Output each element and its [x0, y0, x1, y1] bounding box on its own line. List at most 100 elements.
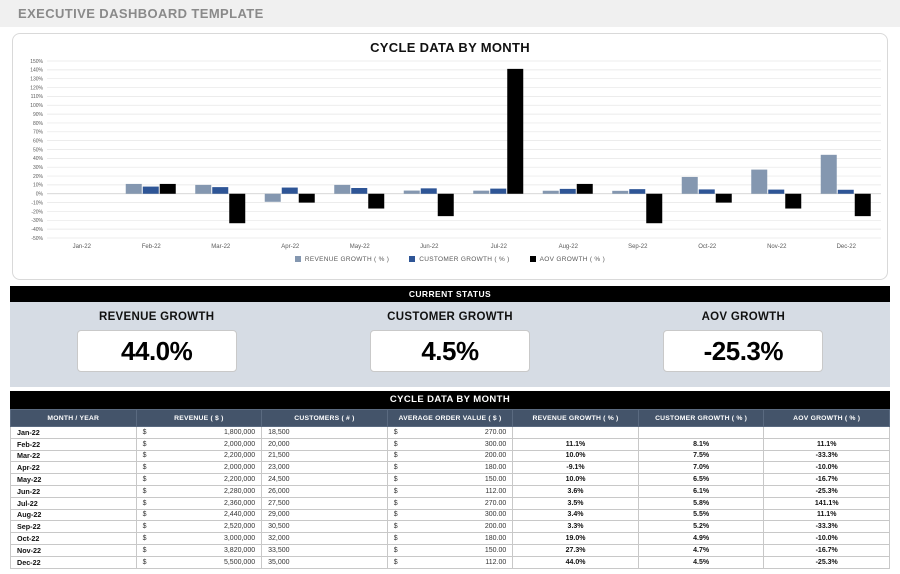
customers-cell[interactable]: 23,000 [261, 461, 388, 475]
customers-cell[interactable]: 32,000 [261, 532, 388, 545]
customers-cell[interactable]: 26,000 [261, 484, 388, 498]
revenue-cell[interactable]: $2,440,000 [135, 508, 263, 522]
bar-aug-22[interactable] [542, 190, 559, 194]
bar-jul-22[interactable] [507, 68, 524, 194]
customer-growth-cell[interactable]: 4.5% [637, 555, 765, 569]
revenue-growth-cell[interactable]: 3.6% [512, 484, 639, 498]
revenue-cell[interactable]: $2,000,000 [135, 437, 263, 451]
revenue-growth-cell[interactable]: 10.0% [512, 449, 639, 463]
revenue-growth-cell[interactable]: -9.1% [512, 461, 639, 475]
bar-jul-22[interactable] [490, 188, 507, 194]
aov-growth-cell[interactable]: -25.3% [763, 484, 890, 498]
customer-growth-cell[interactable]: 4.9% [637, 532, 765, 545]
bar-nov-22[interactable] [768, 189, 785, 194]
aov-cell[interactable]: $200.00 [386, 449, 514, 463]
revenue-growth-cell[interactable]: 19.0% [512, 532, 639, 545]
customer-growth-cell[interactable]: 5.2% [637, 520, 765, 534]
month-cell[interactable]: May-22 [10, 473, 137, 486]
aov-cell[interactable]: $112.00 [386, 555, 514, 569]
bar-oct-22[interactable] [715, 193, 732, 203]
revenue-cell[interactable]: $2,000,000 [135, 461, 263, 475]
aov-growth-cell[interactable]: -25.3% [763, 555, 890, 569]
column-header[interactable]: REVENUE GROWTH ( % ) [512, 409, 639, 427]
revenue-growth-cell[interactable]: 3.4% [512, 508, 639, 522]
bar-aug-22[interactable] [576, 183, 593, 194]
customers-cell[interactable]: 18,500 [261, 426, 388, 439]
customer-growth-cell[interactable]: 7.5% [637, 449, 765, 463]
aov-growth-cell[interactable]: 11.1% [763, 437, 890, 451]
bar-dec-22[interactable] [820, 154, 837, 194]
customer-growth-cell[interactable]: 5.5% [637, 508, 765, 522]
aov-cell[interactable]: $270.00 [386, 426, 514, 439]
bar-dec-22[interactable] [837, 189, 854, 194]
bar-jun-22[interactable] [403, 190, 420, 194]
bar-feb-22[interactable] [159, 183, 176, 194]
revenue-growth-cell[interactable]: 44.0% [512, 555, 639, 569]
bar-feb-22[interactable] [125, 183, 142, 194]
revenue-cell[interactable]: $2,360,000 [135, 496, 263, 510]
aov-cell[interactable]: $180.00 [386, 461, 514, 475]
aov-cell[interactable]: $112.00 [386, 484, 514, 498]
month-cell[interactable]: Jul-22 [10, 496, 137, 510]
aov-cell[interactable]: $270.00 [386, 496, 514, 510]
kpi-value-box[interactable]: 4.5% [369, 330, 530, 372]
bar-apr-22[interactable] [281, 187, 298, 194]
customers-cell[interactable]: 29,000 [261, 508, 388, 522]
bar-nov-22[interactable] [785, 193, 802, 209]
bar-oct-22[interactable] [681, 176, 698, 194]
aov-cell[interactable]: $150.00 [386, 473, 514, 486]
customer-growth-cell[interactable]: 5.8% [637, 496, 765, 510]
bar-mar-22[interactable] [195, 184, 212, 194]
revenue-growth-cell[interactable]: 3.5% [512, 496, 639, 510]
bar-aug-22[interactable] [559, 188, 576, 194]
revenue-growth-cell[interactable]: 3.3% [512, 520, 639, 534]
customers-cell[interactable]: 30,500 [261, 520, 388, 534]
column-header[interactable]: AOV GROWTH ( % ) [763, 409, 890, 427]
chart-plot-area[interactable]: 150% 140% 130% 120% 110% 100% 90% 80% 70% 60% 50% 4… [13, 55, 887, 251]
bar-jul-22[interactable] [473, 190, 490, 194]
revenue-growth-cell[interactable] [512, 426, 639, 439]
revenue-growth-cell[interactable]: 27.3% [512, 543, 639, 557]
revenue-cell[interactable]: $3,000,000 [135, 532, 263, 545]
month-cell[interactable]: Sep-22 [10, 520, 137, 534]
revenue-cell[interactable]: $2,280,000 [135, 484, 263, 498]
customers-cell[interactable]: 27,500 [261, 496, 388, 510]
cycle-bar-chart[interactable]: 150% 140% 130% 120% 110% 100% 90% 80% 70% 60% 50% 4… [13, 55, 887, 251]
bar-mar-22[interactable] [212, 187, 229, 194]
bar-sep-22[interactable] [646, 193, 663, 224]
revenue-cell[interactable]: $2,200,000 [135, 449, 263, 463]
aov-growth-cell[interactable]: 141.1% [763, 496, 890, 510]
column-header[interactable]: AVERAGE ORDER VALUE ( $ ) [386, 409, 514, 427]
month-cell[interactable]: Apr-22 [10, 461, 137, 475]
customer-growth-cell[interactable]: 6.1% [637, 484, 765, 498]
legend-item[interactable]: REVENUE GROWTH ( % ) [294, 256, 389, 263]
month-cell[interactable]: Dec-22 [10, 555, 137, 569]
aov-growth-cell[interactable] [763, 426, 890, 439]
customer-growth-cell[interactable] [637, 426, 765, 439]
aov-growth-cell[interactable]: -16.7% [763, 543, 890, 557]
aov-growth-cell[interactable]: -10.0% [763, 532, 890, 545]
bar-jun-22[interactable] [420, 188, 437, 194]
aov-growth-cell[interactable]: -10.0% [763, 461, 890, 475]
customers-cell[interactable]: 33,500 [261, 543, 388, 557]
aov-cell[interactable]: $300.00 [386, 437, 514, 451]
customers-cell[interactable]: 24,500 [261, 473, 388, 486]
bar-jun-22[interactable] [437, 193, 454, 217]
aov-growth-cell[interactable]: -16.7% [763, 473, 890, 486]
bar-sep-22[interactable] [612, 190, 629, 194]
revenue-cell[interactable]: $2,520,000 [135, 520, 263, 534]
customers-cell[interactable]: 35,000 [261, 555, 388, 569]
bar-oct-22[interactable] [698, 189, 715, 194]
aov-cell[interactable]: $150.00 [386, 543, 514, 557]
column-header[interactable]: CUSTOMER GROWTH ( % ) [637, 409, 765, 427]
revenue-cell[interactable]: $2,200,000 [135, 473, 263, 486]
bar-feb-22[interactable] [142, 186, 159, 194]
month-cell[interactable]: Nov-22 [10, 543, 137, 557]
aov-growth-cell[interactable]: -33.3% [763, 449, 890, 463]
kpi-value-box[interactable]: 44.0% [76, 330, 237, 372]
revenue-cell[interactable]: $1,800,000 [135, 426, 263, 439]
revenue-growth-cell[interactable]: 10.0% [512, 473, 639, 486]
aov-cell[interactable]: $300.00 [386, 508, 514, 522]
bar-may-22[interactable] [351, 187, 368, 194]
bar-may-22[interactable] [334, 184, 351, 194]
